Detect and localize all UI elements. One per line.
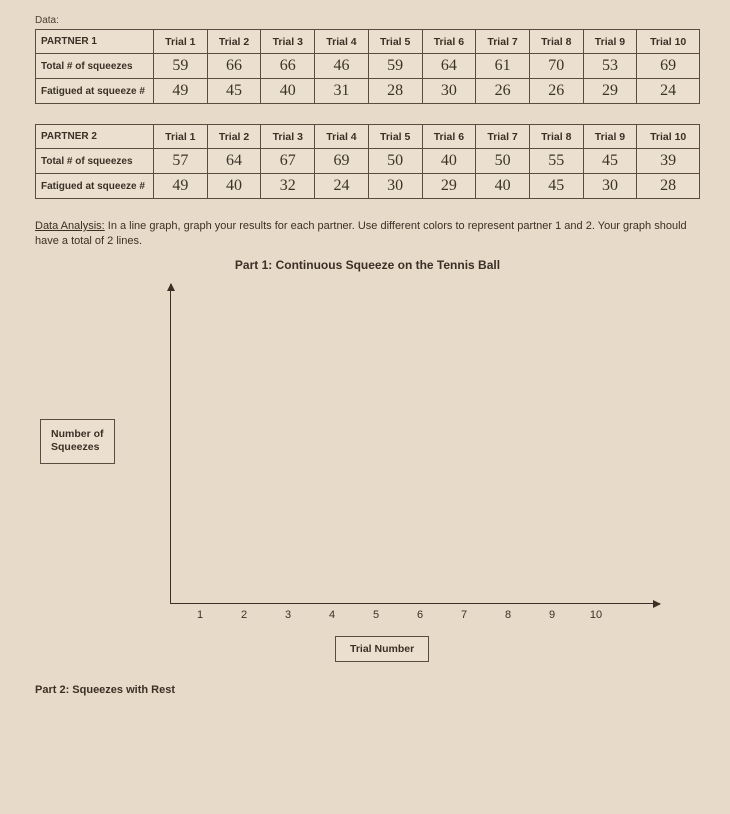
- trial-header: Trial 1: [154, 125, 208, 149]
- y-axis-line: [170, 284, 171, 604]
- table-cell: 57: [154, 149, 208, 174]
- trial-header: Trial 9: [583, 30, 637, 54]
- table-cell: 40: [261, 79, 315, 104]
- x-tick: 10: [590, 609, 602, 621]
- y-axis-label: Number of Squeezes: [40, 419, 115, 464]
- table-cell: 24: [637, 79, 700, 104]
- partner1-fatigue-row: Fatigued at squeeze # 49 45 40 31 28 30 …: [36, 79, 700, 104]
- trial-header: Trial 6: [422, 125, 476, 149]
- table-cell: 55: [529, 149, 583, 174]
- partner2-header-row: PARTNER 2 Trial 1 Trial 2 Trial 3 Trial …: [36, 125, 700, 149]
- table-cell: 69: [637, 54, 700, 79]
- table-cell: 31: [315, 79, 369, 104]
- table-cell: 30: [368, 174, 422, 199]
- x-tick: 5: [373, 609, 379, 621]
- table-cell: 45: [529, 174, 583, 199]
- partner1-total-row: Total # of squeezes 59 66 66 46 59 64 61…: [36, 54, 700, 79]
- table-cell: 28: [637, 174, 700, 199]
- table-cell: 50: [476, 149, 530, 174]
- trial-header: Trial 6: [422, 30, 476, 54]
- trial-header: Trial 7: [476, 125, 530, 149]
- table-cell: 40: [422, 149, 476, 174]
- table-cell: 66: [207, 54, 261, 79]
- table-cell: 67: [261, 149, 315, 174]
- x-axis-line: [170, 603, 660, 604]
- table-cell: 26: [476, 79, 530, 104]
- table-cell: 40: [207, 174, 261, 199]
- trial-header: Trial 5: [368, 125, 422, 149]
- data-section-label: Data:: [35, 15, 700, 26]
- table-cell: 45: [583, 149, 637, 174]
- x-axis-ticks: 1 2 3 4 5 6 7 8 9 10: [170, 609, 660, 629]
- y-label-line1: Number of: [51, 428, 104, 440]
- table-cell: 66: [261, 54, 315, 79]
- x-tick: 3: [285, 609, 291, 621]
- trial-header: Trial 9: [583, 125, 637, 149]
- partner2-fatigue-row: Fatigued at squeeze # 49 40 32 24 30 29 …: [36, 174, 700, 199]
- table-cell: 28: [368, 79, 422, 104]
- table-cell: 64: [207, 149, 261, 174]
- trial-header: Trial 7: [476, 30, 530, 54]
- x-tick: 9: [549, 609, 555, 621]
- table-cell: 53: [583, 54, 637, 79]
- partner2-title: PARTNER 2: [36, 125, 154, 149]
- table-cell: 40: [476, 174, 530, 199]
- row-label: Total # of squeezes: [36, 54, 154, 79]
- table-cell: 50: [368, 149, 422, 174]
- table-cell: 59: [368, 54, 422, 79]
- table-cell: 32: [261, 174, 315, 199]
- table-cell: 70: [529, 54, 583, 79]
- partner1-header-row: PARTNER 1 Trial 1 Trial 2 Trial 3 Trial …: [36, 30, 700, 54]
- table-cell: 29: [422, 174, 476, 199]
- trial-header: Trial 2: [207, 30, 261, 54]
- table-cell: 49: [154, 79, 208, 104]
- data-analysis-text: Data Analysis: In a line graph, graph yo…: [35, 219, 700, 250]
- row-label: Fatigued at squeeze #: [36, 174, 154, 199]
- trial-header: Trial 8: [529, 125, 583, 149]
- trial-header: Trial 2: [207, 125, 261, 149]
- x-tick: 1: [197, 609, 203, 621]
- table-cell: 30: [583, 174, 637, 199]
- analysis-label: Data Analysis:: [35, 220, 105, 232]
- x-tick: 2: [241, 609, 247, 621]
- graph-area: Number of Squeezes 12345678910 Trial Num…: [35, 284, 700, 654]
- y-label-line2: Squeezes: [51, 441, 99, 453]
- row-label: Total # of squeezes: [36, 149, 154, 174]
- x-tick: 4: [329, 609, 335, 621]
- part2-title: Part 2: Squeezes with Rest: [35, 684, 700, 696]
- table-cell: 30: [422, 79, 476, 104]
- partner1-table: PARTNER 1 Trial 1 Trial 2 Trial 3 Trial …: [35, 29, 700, 104]
- partner2-table: PARTNER 2 Trial 1 Trial 2 Trial 3 Trial …: [35, 124, 700, 199]
- trial-header: Trial 4: [315, 30, 369, 54]
- trial-header: Trial 8: [529, 30, 583, 54]
- partner1-title: PARTNER 1: [36, 30, 154, 54]
- trial-header: Trial 3: [261, 30, 315, 54]
- part1-title: Part 1: Continuous Squeeze on the Tennis…: [35, 258, 700, 272]
- table-cell: 49: [154, 174, 208, 199]
- trial-header: Trial 10: [637, 30, 700, 54]
- table-cell: 46: [315, 54, 369, 79]
- trial-header: Trial 1: [154, 30, 208, 54]
- table-cell: 69: [315, 149, 369, 174]
- analysis-body: In a line graph, graph your results for …: [35, 220, 687, 247]
- table-cell: 64: [422, 54, 476, 79]
- trial-header: Trial 10: [637, 125, 700, 149]
- trial-header: Trial 4: [315, 125, 369, 149]
- table-cell: 26: [529, 79, 583, 104]
- table-cell: 45: [207, 79, 261, 104]
- table-cell: 61: [476, 54, 530, 79]
- trial-header: Trial 5: [368, 30, 422, 54]
- graph-axes: [170, 284, 660, 604]
- x-axis-label: Trial Number: [335, 636, 429, 662]
- x-tick: 6: [417, 609, 423, 621]
- table-cell: 59: [154, 54, 208, 79]
- x-tick: 8: [505, 609, 511, 621]
- table-cell: 39: [637, 149, 700, 174]
- trial-header: Trial 3: [261, 125, 315, 149]
- table-cell: 29: [583, 79, 637, 104]
- partner2-total-row: Total # of squeezes 57 64 67 69 50 40 50…: [36, 149, 700, 174]
- table-cell: 24: [315, 174, 369, 199]
- x-tick: 7: [461, 609, 467, 621]
- row-label: Fatigued at squeeze #: [36, 79, 154, 104]
